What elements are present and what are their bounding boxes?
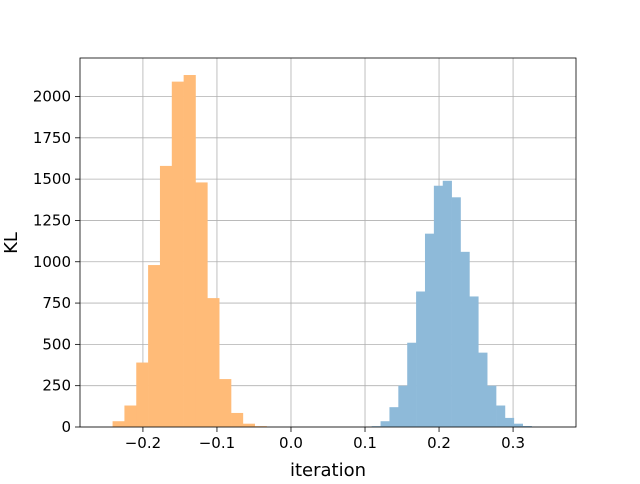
histogram-bar-series-2 (381, 421, 390, 427)
y-tick-label: 750 (42, 294, 71, 312)
x-tick-label: −0.2 (125, 434, 161, 452)
histogram-bar-series-1 (219, 379, 231, 427)
histogram-bar-series-2 (469, 296, 478, 427)
x-tick-label: 0.2 (427, 434, 451, 452)
histogram-bar-series-2 (398, 386, 407, 427)
y-tick-label: 1000 (33, 253, 71, 271)
x-tick-label: 0.1 (353, 434, 377, 452)
histogram-bar-series-2 (425, 234, 434, 427)
x-tick-label: 0.0 (279, 434, 303, 452)
histogram-bar-series-2 (514, 424, 523, 427)
histogram-bar-series-1 (136, 363, 148, 427)
histogram-bar-series-2 (416, 291, 425, 427)
histogram-bar-series-1 (148, 265, 160, 427)
histogram-bar-series-2 (505, 418, 514, 427)
histogram-bar-series-2 (443, 181, 452, 427)
x-tick-label: 0.3 (501, 434, 525, 452)
histogram-bar-series-1 (207, 298, 219, 427)
histogram-bar-series-1 (231, 413, 243, 427)
x-axis-title: iteration (290, 460, 366, 480)
histogram-bar-series-2 (434, 186, 443, 427)
histogram-bar-series-1 (243, 424, 255, 427)
y-axis-title: KL (1, 232, 22, 254)
histogram-bar-series-2 (496, 406, 505, 427)
histogram-bar-series-1 (195, 182, 207, 427)
y-tick-label: 500 (42, 335, 71, 353)
histogram-bar-series-2 (389, 407, 398, 427)
histogram-bar-series-2 (452, 197, 461, 427)
x-tick-label: −0.1 (199, 434, 235, 452)
y-tick-label: 1500 (33, 170, 71, 188)
histogram-bar-series-1 (172, 82, 184, 427)
y-tick-label: 0 (61, 418, 71, 436)
y-tick-label: 2000 (33, 88, 71, 106)
histogram-bar-series-1 (160, 166, 172, 427)
y-tick-label: 1750 (33, 129, 71, 147)
y-tick-label: 1250 (33, 211, 71, 229)
histogram-bar-series-1 (113, 421, 125, 427)
histogram-bar-series-1 (184, 75, 196, 427)
histogram-bar-series-2 (461, 252, 470, 427)
histogram-bar-series-2 (407, 343, 416, 427)
histogram-bar-series-2 (487, 386, 496, 427)
bars-layer (113, 75, 541, 427)
y-tick-label: 250 (42, 377, 71, 395)
histogram-bar-series-1 (124, 406, 136, 427)
histogram-bar-series-2 (478, 353, 487, 427)
